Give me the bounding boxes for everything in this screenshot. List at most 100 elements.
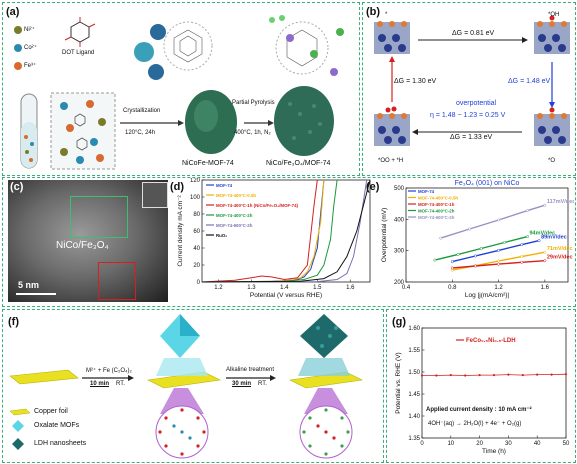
step1-time: 10 min: [90, 381, 110, 387]
g-current-density-note: Applied current density : 10 mA cm⁻²: [426, 407, 532, 413]
data-point: [468, 227, 472, 231]
slab-ooh: [374, 106, 410, 146]
fe-label: Fe³⁺: [24, 63, 37, 69]
slope-label: 29mV/dec: [547, 255, 573, 261]
slab-star: [374, 21, 410, 54]
series-line-0: [452, 239, 540, 263]
panel-f-frame: [2, 309, 384, 463]
y-tick-label: 80: [193, 212, 200, 218]
data-point: [507, 373, 510, 376]
mof-crystal-image: [185, 90, 237, 154]
y-axis-label: Overpotential (mV): [381, 208, 388, 263]
y-tick-label: 60: [193, 229, 200, 235]
ion-legend: [14, 26, 22, 70]
data-point: [497, 218, 501, 222]
x-tick-label: 1.2: [494, 285, 503, 291]
panel-b-frame: [362, 2, 576, 176]
x-tick-label: 40: [534, 441, 541, 447]
series-line-5: [201, 179, 371, 283]
pyrolyzed-structure: [269, 15, 344, 76]
state-oh: *OH: [548, 12, 560, 18]
y-tick-label: 300: [394, 249, 405, 255]
series-line-2: [201, 179, 318, 283]
x-tick-label: 50: [563, 441, 570, 447]
co-label: Co²⁺: [24, 45, 37, 51]
y-tick-label: 120: [190, 178, 201, 184]
y-tick-label: 20: [193, 263, 200, 269]
step1-reagent: M²⁺ + Fe (C₂O₄)₂: [86, 368, 132, 374]
data-point: [543, 250, 547, 254]
y-tick-label: 100: [190, 195, 201, 201]
pyrolyzed-crystal-image: [274, 86, 334, 156]
reaction-vial: [20, 93, 38, 169]
y-tick-label: 1.60: [408, 326, 420, 332]
dot-ligand-structure: [64, 17, 96, 47]
y-tick-label: 1.45: [408, 392, 420, 398]
ldh-nanosheet-icon: [12, 438, 24, 450]
stem-zoom-box: [70, 196, 128, 238]
chart-e: 0.4 0.8 1.2 1.6 200 300 400 500 Log |j(mA/cm²)| O…: [381, 180, 574, 299]
legend-label: MOF-74-400°C-0.5h: [418, 196, 458, 201]
data-point: [521, 373, 524, 377]
legend-label: MOF-74: [216, 183, 233, 188]
data-point: [497, 262, 501, 266]
ni-ion-icon: [14, 26, 22, 34]
legend-copper-foil: Copper foil: [34, 408, 68, 415]
stem-fft-box: [98, 262, 136, 300]
fe-ion-icon: [14, 62, 22, 70]
data-point: [464, 374, 467, 377]
panel-g-label: (g): [392, 316, 407, 328]
chart-title: Fe₃O₄ (001) on NiCo: [455, 180, 520, 187]
step1-cond: 120°C, 24h: [125, 130, 156, 136]
stem-inset: [142, 182, 168, 208]
legend-label: MOF-74-600°C-2h: [216, 223, 253, 228]
legend-label: MOF-74-400°C-1h: [418, 202, 455, 207]
step2-cond: 400°C, 1h, N₂: [234, 130, 271, 136]
legend-label: MOF-74-400°C-1h (NiCo/Fe₃O₄/MOF-74): [216, 203, 299, 208]
solution-zoom: [50, 92, 116, 170]
x-tick-label: 1.6: [346, 285, 355, 291]
legend-label: MOF-74-400°C-0.5h: [216, 193, 256, 198]
legend-label: MOF-74-400°C-2h: [216, 213, 253, 218]
legend-label: MOF-74: [418, 189, 435, 194]
panel-g-frame: [386, 309, 576, 463]
y-axis-label: Current density mA cm⁻²: [177, 194, 184, 266]
data-point: [449, 373, 452, 377]
x-tick-label: 1.4: [280, 285, 289, 291]
data-point: [435, 374, 438, 377]
synthesis-diagram: [9, 314, 363, 459]
y-tick-label: 1.40: [408, 414, 420, 420]
x-tick-label: 20: [476, 441, 483, 447]
x-tick-label: 1.6: [541, 285, 550, 291]
x-axis-label: Potential (V versus RHE): [250, 292, 322, 299]
dot-ligand-label: DOT Ligand: [62, 50, 95, 56]
slab-oh: [534, 15, 570, 54]
dg2-label: ΔG = 1.48 eV: [508, 78, 551, 85]
data-point: [439, 236, 443, 240]
data-point: [450, 260, 454, 264]
x-axis-label: Log |j(mA/cm²)|: [465, 292, 509, 299]
dg1-label: ΔG = 0.81 eV: [452, 30, 495, 37]
step1-name: Crystallization: [123, 108, 161, 114]
step1-temp: RT.: [116, 381, 125, 387]
y-tick-label: 500: [394, 186, 405, 192]
x-tick-label: 0: [420, 441, 424, 447]
data-point: [543, 203, 547, 207]
slope-label: 117mV/dec: [547, 199, 574, 205]
data-point: [520, 255, 524, 259]
co-ion-icon: [14, 44, 22, 52]
dg4-label: ΔG = 1.30 eV: [394, 78, 437, 85]
step2-time-f: 30 min: [232, 381, 252, 387]
panel-b-label: (b): [366, 6, 381, 18]
stem-material-label: NiCo/Fe₃O₄: [56, 240, 109, 251]
x-tick-label: 0.8: [448, 285, 457, 291]
scale-bar: [16, 293, 56, 295]
data-point: [537, 239, 541, 243]
x-tick-label: 1.5: [313, 285, 322, 291]
dg3-label: ΔG = 1.33 eV: [450, 134, 493, 141]
plot-frame: [405, 187, 569, 283]
overpotential-eq: η = 1.48 − 1.23 = 0.25 V: [430, 112, 506, 119]
y-tick-label: 400: [394, 217, 405, 223]
state-star: *: [385, 12, 388, 18]
panel-a-frame: [2, 2, 360, 176]
